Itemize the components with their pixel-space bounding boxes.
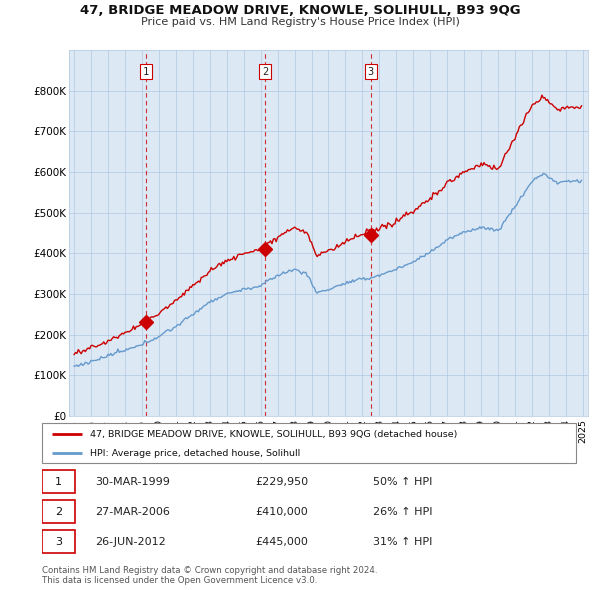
Text: £410,000: £410,000 [256,507,308,517]
Text: 31% ↑ HPI: 31% ↑ HPI [373,537,433,547]
Text: 3: 3 [55,537,62,547]
Text: 27-MAR-2006: 27-MAR-2006 [95,507,170,517]
Text: 3: 3 [368,67,374,77]
Text: 47, BRIDGE MEADOW DRIVE, KNOWLE, SOLIHULL, B93 9QG (detached house): 47, BRIDGE MEADOW DRIVE, KNOWLE, SOLIHUL… [90,430,457,439]
Text: 26% ↑ HPI: 26% ↑ HPI [373,507,433,517]
Text: £445,000: £445,000 [256,537,308,547]
Text: Price paid vs. HM Land Registry's House Price Index (HPI): Price paid vs. HM Land Registry's House … [140,17,460,27]
FancyBboxPatch shape [42,423,576,463]
FancyBboxPatch shape [42,470,75,493]
Text: HPI: Average price, detached house, Solihull: HPI: Average price, detached house, Soli… [90,448,301,458]
Text: Contains HM Land Registry data © Crown copyright and database right 2024.
This d: Contains HM Land Registry data © Crown c… [42,566,377,585]
Text: £229,950: £229,950 [256,477,309,487]
Text: 2: 2 [55,507,62,517]
FancyBboxPatch shape [42,500,75,523]
Text: 26-JUN-2012: 26-JUN-2012 [95,537,166,547]
Text: 50% ↑ HPI: 50% ↑ HPI [373,477,433,487]
Text: 1: 1 [55,477,62,487]
Text: 1: 1 [143,67,149,77]
FancyBboxPatch shape [42,530,75,553]
Text: 47, BRIDGE MEADOW DRIVE, KNOWLE, SOLIHULL, B93 9QG: 47, BRIDGE MEADOW DRIVE, KNOWLE, SOLIHUL… [80,4,520,17]
Text: 2: 2 [262,67,268,77]
Text: 30-MAR-1999: 30-MAR-1999 [95,477,170,487]
